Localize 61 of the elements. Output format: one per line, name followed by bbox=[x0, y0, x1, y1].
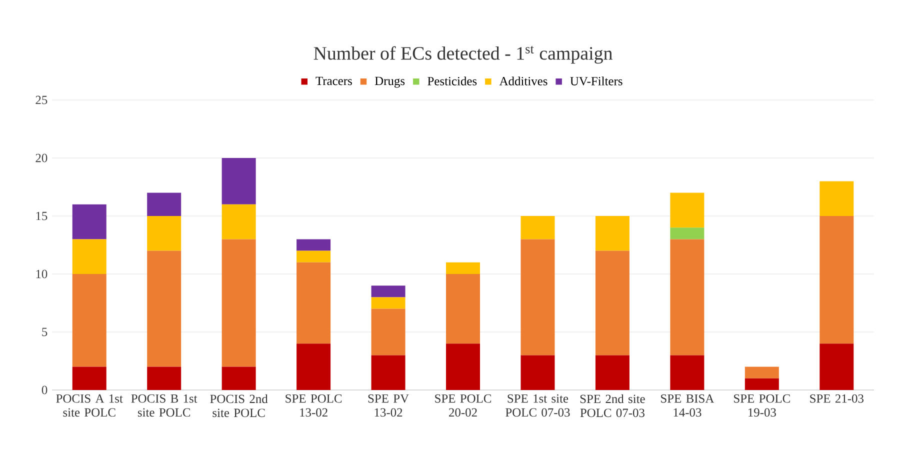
x-tick-label: SPE PV 13-02 bbox=[368, 394, 409, 417]
bar bbox=[222, 366, 256, 390]
y-tick-label: 15 bbox=[36, 212, 48, 220]
legend-label: Pesticides bbox=[428, 76, 477, 86]
bar bbox=[670, 239, 704, 356]
bar bbox=[296, 250, 331, 262]
x-tick-label: SPE POLC 19-03 bbox=[734, 394, 790, 417]
bar bbox=[446, 262, 480, 274]
bar bbox=[520, 216, 555, 240]
y-tick-label: 0 bbox=[42, 386, 48, 394]
bar bbox=[296, 344, 331, 390]
bar bbox=[446, 344, 480, 390]
bar bbox=[371, 286, 406, 298]
bar bbox=[520, 239, 555, 356]
legend-label: Additives bbox=[499, 76, 548, 86]
legend-label: UV-Filters bbox=[570, 76, 622, 86]
x-tick-label: SPE POLC 20-02 bbox=[435, 394, 492, 417]
y-tick-label: 20 bbox=[36, 154, 48, 162]
bar bbox=[595, 250, 630, 356]
bar bbox=[820, 181, 854, 216]
x-tick-label: POCIS 2nd site POLC bbox=[210, 394, 268, 418]
bar bbox=[595, 216, 630, 251]
bar bbox=[820, 216, 854, 344]
bar bbox=[72, 366, 106, 390]
x-tick-label: SPE 1st site POLC 07-03 bbox=[506, 394, 570, 417]
bar bbox=[72, 274, 106, 367]
x-tick-label: SPE 21-03 bbox=[810, 394, 864, 403]
legend-label: Drugs bbox=[374, 76, 405, 88]
bar bbox=[371, 297, 406, 309]
bar bbox=[222, 239, 256, 367]
x-tick-label: SPE 2nd site POLC 07-03 bbox=[580, 394, 645, 418]
x-tick-label: POCIS B 1st site POLC bbox=[131, 394, 198, 417]
bar bbox=[147, 366, 182, 390]
bar bbox=[371, 308, 406, 356]
bar bbox=[520, 355, 555, 390]
bar bbox=[670, 355, 704, 390]
x-tick-label: POCIS A 1st site POLC bbox=[56, 394, 123, 417]
bar bbox=[744, 378, 779, 390]
bar bbox=[296, 262, 331, 344]
bar bbox=[595, 355, 630, 390]
legend-label: Tracers bbox=[316, 76, 352, 86]
bar bbox=[147, 250, 182, 367]
bar bbox=[670, 192, 704, 228]
x-tick-label: SPE POLC 13-02 bbox=[286, 394, 342, 417]
bar bbox=[222, 204, 256, 240]
y-tick-label: 25 bbox=[36, 96, 48, 104]
bar bbox=[296, 239, 331, 251]
x-tick-label: SPE BISA 14-03 bbox=[661, 394, 714, 417]
bar bbox=[147, 216, 182, 251]
bar bbox=[446, 274, 480, 344]
bar bbox=[371, 355, 406, 390]
bar bbox=[222, 158, 256, 204]
bar bbox=[72, 239, 106, 274]
bar bbox=[744, 366, 779, 378]
bar bbox=[72, 204, 106, 240]
bar bbox=[147, 192, 182, 216]
chart-title: Number of ECs detected - 1$^{st}$ campaign bbox=[314, 46, 612, 64]
bar bbox=[670, 228, 704, 240]
y-tick-label: 10 bbox=[36, 270, 48, 278]
y-tick-label: 5 bbox=[42, 328, 48, 336]
bar bbox=[820, 344, 854, 390]
